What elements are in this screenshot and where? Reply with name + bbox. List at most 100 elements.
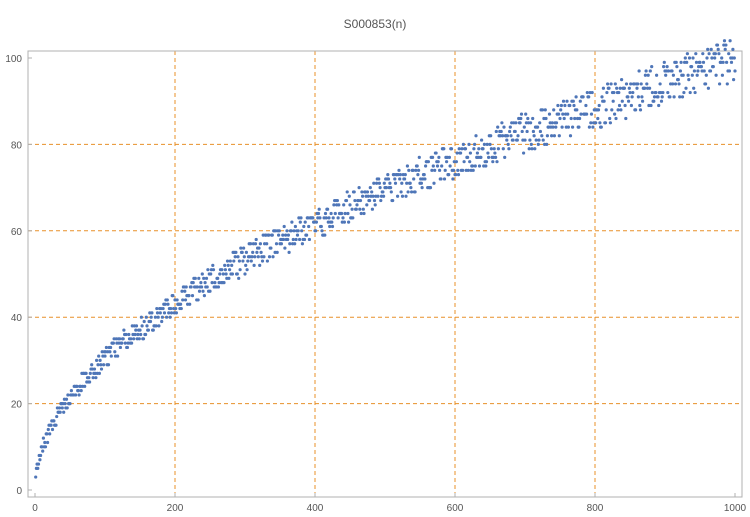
- data-point: [96, 363, 100, 367]
- data-point: [575, 108, 579, 112]
- data-point: [456, 168, 460, 172]
- data-point: [62, 410, 66, 414]
- data-point: [133, 332, 137, 337]
- data-point: [674, 60, 678, 64]
- data-point: [106, 363, 111, 367]
- data-point: [648, 86, 652, 90]
- data-point: [629, 103, 634, 108]
- data-point: [49, 423, 53, 427]
- data-point: [720, 56, 724, 60]
- data-point: [332, 203, 336, 207]
- data-point: [678, 69, 683, 73]
- data-point: [384, 186, 388, 190]
- data-point: [587, 95, 591, 99]
- data-point: [550, 134, 554, 138]
- data-point: [195, 285, 199, 289]
- data-point: [257, 246, 261, 250]
- data-point: [698, 60, 702, 64]
- x-tick-label-600: 600: [447, 503, 464, 514]
- data-point: [405, 164, 409, 168]
- data-point: [477, 147, 481, 151]
- data-point: [448, 164, 452, 168]
- data-point: [151, 328, 155, 332]
- data-point: [554, 121, 559, 125]
- data-point: [90, 363, 94, 367]
- data-point: [328, 224, 332, 229]
- data-point: [94, 376, 98, 380]
- data-point: [677, 82, 681, 86]
- data-point: [41, 449, 45, 453]
- data-point: [617, 90, 621, 95]
- data-point: [335, 198, 339, 203]
- data-point: [116, 354, 120, 358]
- x-tick-label-1000: 1000: [724, 503, 747, 514]
- data-point: [655, 73, 659, 77]
- data-point: [505, 138, 509, 142]
- data-point: [161, 306, 165, 311]
- data-point: [600, 95, 604, 99]
- data-point: [184, 285, 188, 289]
- data-point: [537, 138, 541, 142]
- data-point: [494, 129, 498, 134]
- data-point: [79, 389, 83, 393]
- data-point: [554, 125, 558, 129]
- data-point: [727, 52, 731, 56]
- data-point: [171, 294, 175, 298]
- x-tick-label-800: 800: [587, 503, 604, 514]
- data-point: [220, 268, 224, 272]
- data-point: [397, 168, 401, 172]
- data-point: [355, 203, 359, 207]
- data-point: [627, 99, 631, 103]
- data-point: [675, 65, 679, 69]
- data-point: [717, 52, 721, 56]
- data-point: [36, 462, 41, 466]
- data-point: [260, 259, 265, 263]
- data-point: [687, 56, 692, 60]
- axis-ticks: 0 200 400 600 800 1000 0 20 40 60 80 100: [5, 54, 746, 514]
- data-point: [324, 216, 328, 220]
- data-point: [466, 155, 470, 159]
- data-point: [347, 220, 351, 224]
- data-point: [132, 337, 136, 341]
- data-point: [137, 337, 141, 341]
- data-point: [624, 82, 629, 86]
- data-point: [499, 129, 503, 134]
- data-point: [123, 341, 127, 345]
- data-point: [200, 272, 204, 276]
- data-point: [189, 285, 193, 289]
- data-point: [532, 134, 536, 138]
- data-point: [359, 211, 363, 216]
- data-point: [494, 155, 498, 159]
- data-point: [254, 237, 258, 242]
- data-point: [222, 281, 226, 285]
- data-point: [718, 82, 722, 86]
- data-point: [97, 354, 101, 358]
- data-point: [666, 69, 671, 73]
- data-point: [557, 112, 561, 116]
- y-tick-label-0: 0: [16, 486, 22, 497]
- data-point: [340, 211, 344, 216]
- data-point: [203, 281, 207, 285]
- data-point: [584, 103, 588, 108]
- data-point: [522, 125, 526, 129]
- data-point: [622, 86, 627, 90]
- data-point: [365, 203, 369, 207]
- data-point: [725, 60, 729, 64]
- data-point: [368, 198, 372, 203]
- data-point: [538, 121, 542, 125]
- data-point: [589, 112, 594, 116]
- data-point: [39, 453, 43, 458]
- data-point: [619, 108, 623, 112]
- data-point: [302, 237, 307, 242]
- data-point: [508, 125, 512, 129]
- data-point: [400, 181, 404, 185]
- data-point: [99, 367, 104, 371]
- data-point: [211, 263, 215, 267]
- data-point: [648, 69, 652, 73]
- data-point: [405, 181, 409, 185]
- data-point: [489, 147, 493, 151]
- data-point: [317, 207, 321, 211]
- data-point: [256, 255, 260, 259]
- data-point: [216, 276, 220, 280]
- data-point: [158, 311, 162, 315]
